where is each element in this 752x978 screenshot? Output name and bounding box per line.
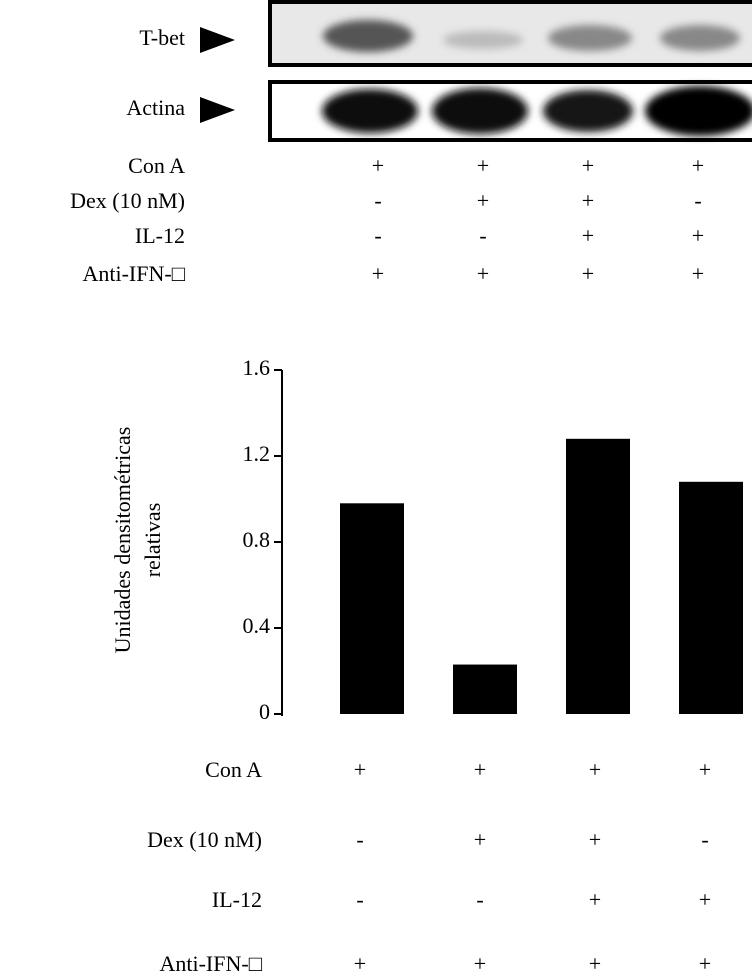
bar [453, 665, 517, 714]
band [543, 90, 633, 132]
condition-symbol: + [589, 887, 601, 912]
y-tick-label: 0 [259, 699, 270, 724]
condition-symbol: + [589, 757, 601, 782]
condition-symbol: + [589, 951, 601, 976]
condition-symbol: + [372, 261, 384, 286]
condition-symbol: + [692, 223, 704, 248]
band [323, 20, 413, 52]
y-tick-label: 1.6 [243, 355, 271, 380]
condition-symbol: - [694, 188, 701, 213]
condition-label: Anti-IFN-□ [159, 951, 262, 976]
arrow [200, 27, 235, 53]
condition-label: Dex (10 nM) [70, 188, 185, 213]
figure: T-bet Actina Unidades densitométricas re… [0, 0, 752, 978]
condition-symbol: - [476, 887, 483, 912]
band [443, 31, 523, 49]
y-axis-title: Unidades densitométricas [110, 427, 135, 654]
bar [679, 482, 743, 714]
band [548, 25, 632, 51]
condition-label: Dex (10 nM) [147, 827, 262, 852]
condition-symbol: + [477, 153, 489, 178]
bar [566, 439, 630, 714]
condition-label: Con A [128, 153, 185, 178]
band [660, 25, 740, 51]
condition-symbol: - [374, 188, 381, 213]
condition-symbol: - [356, 887, 363, 912]
band [645, 86, 752, 136]
condition-symbol: + [692, 261, 704, 286]
condition-symbol: + [474, 951, 486, 976]
condition-label: Anti-IFN-□ [82, 261, 185, 286]
condition-symbol: + [354, 951, 366, 976]
condition-symbol: - [374, 223, 381, 248]
condition-symbol: + [477, 188, 489, 213]
condition-symbol: + [372, 153, 384, 178]
blot-label: Actina [126, 95, 185, 120]
blot-panel: T-bet Actina [126, 2, 752, 140]
condition-symbol: + [699, 887, 711, 912]
condition-symbol: + [354, 757, 366, 782]
condition-symbol: + [699, 757, 711, 782]
condition-symbol: - [356, 827, 363, 852]
condition-label: Con A [205, 757, 262, 782]
band [322, 89, 418, 133]
condition-symbol: + [589, 827, 601, 852]
condition-label: IL-12 [135, 223, 185, 248]
y-tick-label: 0.8 [243, 527, 271, 552]
condition-symbol: + [474, 827, 486, 852]
blot-label: T-bet [139, 25, 185, 50]
condition-symbol: + [699, 951, 711, 976]
y-tick-label: 1.2 [243, 441, 271, 466]
condition-symbol: + [582, 261, 594, 286]
condition-symbol: + [582, 223, 594, 248]
condition-symbol: - [701, 827, 708, 852]
y-tick-label: 0.4 [243, 613, 271, 638]
condition-symbol: + [582, 153, 594, 178]
condition-label: IL-12 [212, 887, 262, 912]
band [432, 88, 528, 134]
arrow [200, 97, 235, 123]
y-axis-title: relativas [140, 503, 165, 578]
condition-symbol: + [582, 188, 594, 213]
condition-symbol: + [474, 757, 486, 782]
bar [340, 503, 404, 714]
condition-symbol: + [477, 261, 489, 286]
condition-symbol: - [479, 223, 486, 248]
condition-symbol: + [692, 153, 704, 178]
